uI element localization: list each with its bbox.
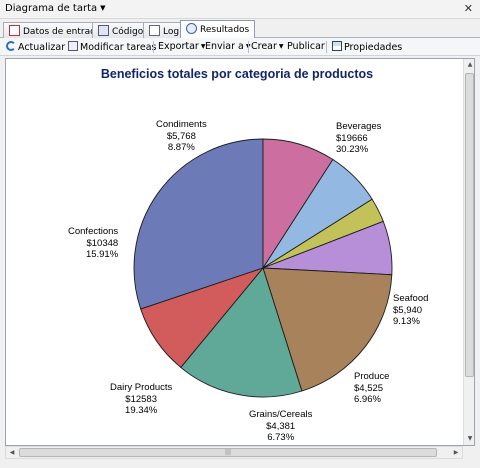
window-title: Diagrama de tarta [5, 3, 98, 14]
horizontal-scrollbar[interactable]: ◀ ||| ▶ [5, 446, 463, 459]
slice-value: $19666 [336, 132, 368, 144]
slice-name: Dairy Products [110, 382, 173, 393]
slice-value: $5,768 [166, 130, 196, 142]
toolbar-divider [153, 41, 154, 53]
slice-value: $12583 [125, 393, 157, 405]
slice-percent: 30.23% [336, 144, 369, 155]
horizontal-scroll-thumb[interactable]: ||| [19, 448, 437, 457]
properties-button[interactable]: Propiedades [332, 41, 402, 53]
slice-name: Condiments [156, 119, 207, 130]
toolbar-divider [248, 41, 249, 53]
vertical-scroll-thumb[interactable] [465, 73, 474, 377]
tab-results[interactable]: Resultados [180, 20, 256, 39]
slice-value: $5,940 [393, 304, 423, 316]
chevron-down-icon: ▼ [100, 4, 106, 12]
vertical-scrollbar[interactable]: ▲ ▼ [463, 59, 474, 445]
slice-percent: 9.13% [393, 316, 420, 327]
slice-percent: 15.91% [85, 249, 119, 260]
tab-label: Resultados [200, 25, 250, 35]
pie-slice-condiments [140, 267, 265, 369]
slice-percent: 6.73% [267, 432, 295, 443]
slice-value: $4,381 [266, 420, 296, 432]
slice-percent: 6.96% [354, 394, 381, 405]
pie-chart [133, 138, 393, 398]
scroll-right-icon[interactable]: ▶ [453, 449, 459, 456]
label-condiments: Condiments $5,768 8.87% [156, 119, 207, 154]
label-seafood: Seafood $5,940 9.13% [393, 293, 428, 328]
window-title-menu[interactable]: Diagrama de tarta ▼ [5, 3, 106, 14]
slice-percent: 8.87% [167, 142, 195, 153]
tab-label: Código [112, 27, 144, 37]
properties-icon [332, 41, 342, 51]
results-viewer: Beneficios totales por categoria de prod… [5, 58, 475, 446]
tab-code[interactable]: Código [92, 22, 150, 38]
tab-label: Datos de entrada [23, 27, 102, 37]
window-titlebar: Diagrama de tarta ▼ ✕ [0, 0, 480, 19]
pie-slice-confections [180, 267, 303, 398]
create-menu[interactable]: Crear ▼ [251, 41, 284, 52]
close-icon[interactable]: ✕ [463, 2, 473, 15]
modify-tasks-icon [68, 41, 78, 51]
label-confections: Confections $10348 15.91% [68, 226, 118, 261]
log-icon [149, 25, 160, 36]
refresh-button[interactable]: Actualizar [6, 41, 65, 53]
tab-bar: Datos de entrada Código Log Resultados [0, 19, 480, 39]
slice-name: Grains/Cereals [249, 409, 313, 420]
chart-title: Beneficios totales por categoria de prod… [100, 67, 374, 81]
slice-name: Beverages [336, 121, 382, 132]
toolbar-divider [326, 41, 327, 53]
chevron-down-icon: ▼ [200, 43, 206, 50]
slice-name: Produce [354, 371, 390, 382]
scroll-left-icon[interactable]: ◀ [9, 449, 15, 456]
publish-button[interactable]: Publicar [287, 41, 325, 52]
scroll-up-icon[interactable]: ▲ [467, 61, 473, 68]
refresh-icon [6, 41, 16, 51]
label-dairy-products: Dairy Products $12583 19.34% [110, 382, 172, 417]
slice-value: $10348 [86, 237, 119, 249]
export-menu[interactable]: Exportar ▼ [158, 41, 206, 52]
chevron-down-icon: ▼ [278, 43, 284, 50]
code-icon [98, 25, 109, 36]
pie-slice-dairy-products [262, 267, 393, 392]
report-page: Beneficios totales por categoria de prod… [12, 59, 462, 445]
scroll-down-icon[interactable]: ▼ [467, 435, 473, 442]
data-table-icon [9, 25, 20, 36]
send-to-menu[interactable]: Enviar a▼ [205, 41, 250, 52]
slice-value: $4,525 [354, 382, 384, 394]
label-grains-cereals: Grains/Cereals $4,381 6.73% [249, 409, 312, 444]
results-toolbar: Actualizar Modificar tareas Exportar ▼ En… [0, 38, 480, 56]
tab-label: Log [163, 27, 180, 37]
label-beverages: Beverages $19666 30.23% [336, 121, 381, 156]
slice-name: Confections [68, 226, 119, 237]
modify-tasks-button[interactable]: Modificar tareas [68, 41, 157, 53]
slice-percent: 19.34% [125, 405, 158, 416]
label-produce: Produce $4,525 6.96% [354, 371, 389, 406]
pie-slice-beverages [133, 138, 264, 310]
results-icon [186, 23, 197, 34]
slice-name: Seafood [393, 293, 429, 304]
tab-log[interactable]: Log [143, 22, 186, 38]
